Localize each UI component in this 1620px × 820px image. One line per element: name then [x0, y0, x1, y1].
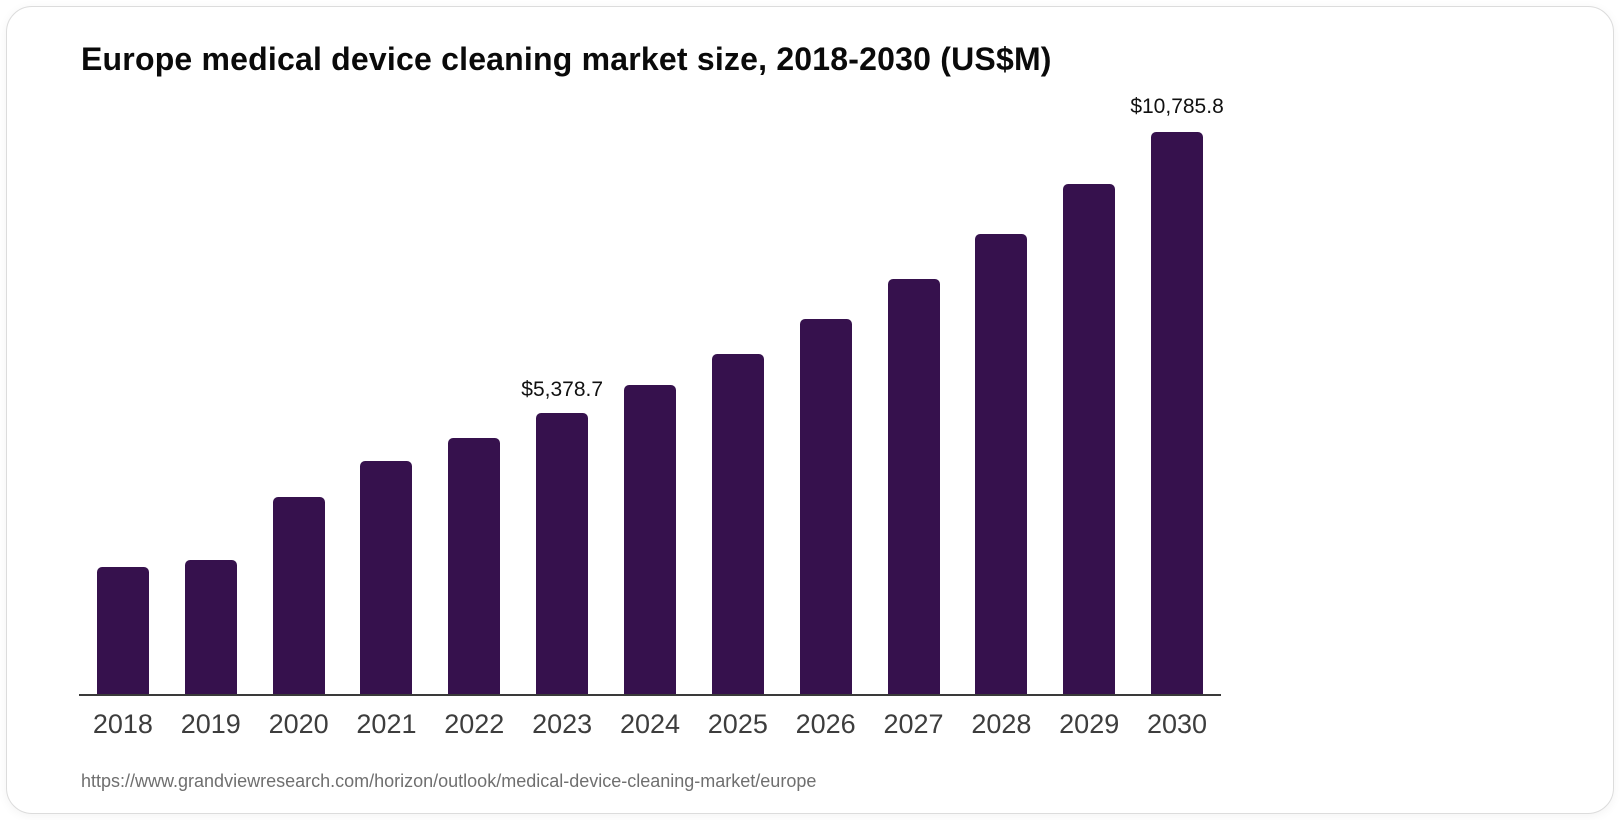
chart-plot: $5,378.7 $10,785.8 2018 2019 2020 2021 2022 20…: [79, 95, 1224, 740]
x-axis-label: 2024: [619, 709, 681, 739]
chart-title: Europe medical device cleaning market si…: [81, 41, 1052, 77]
x-axis-label: 2023: [532, 709, 593, 739]
bar-column: [782, 132, 870, 694]
bar-value-label: $10,785.8: [1130, 95, 1224, 118]
bar-column: [957, 132, 1045, 694]
x-axis-label: 2027: [883, 709, 944, 739]
x-axis-label: 2029: [1059, 709, 1120, 739]
bar-2021: [360, 460, 413, 694]
bar-column: [1045, 132, 1133, 694]
plot-area: $5,378.7 $10,785.8: [79, 95, 1224, 696]
bar-2028: [975, 234, 1028, 694]
chart-card: Europe medical device cleaning market si…: [6, 6, 1614, 814]
bar-2018: [96, 567, 149, 694]
bar-2027: [887, 279, 940, 694]
bar-2023: [536, 412, 589, 694]
bar-column: [167, 132, 255, 694]
x-axis-label: 2022: [444, 709, 505, 739]
bar-value-label: $5,378.7: [521, 377, 604, 401]
x-axis-label: 2026: [795, 709, 856, 739]
bar-column: [870, 132, 958, 694]
bar-column: $5,378.7: [518, 132, 606, 694]
bar-2029: [1063, 184, 1116, 694]
x-axis: 2018 2019 2020 2021 2022 2023 2024 2025 2026 2027…: [79, 696, 1221, 740]
bar-2019: [184, 560, 237, 694]
bar-column: [430, 132, 518, 694]
bar-2025: [711, 353, 764, 694]
x-axis-label: 2020: [268, 709, 329, 739]
bar-2024: [623, 384, 676, 694]
bar-2026: [799, 318, 852, 694]
x-axis-label: 2018: [92, 709, 153, 739]
bar-column: [255, 132, 343, 694]
x-axis-label: 2025: [707, 709, 768, 739]
bar-2020: [272, 496, 325, 694]
bar-column: [343, 132, 431, 694]
bar-2030: [1151, 132, 1204, 694]
bar-column: [606, 132, 694, 694]
bar-column: $10,785.8: [1130, 95, 1224, 694]
bar-column: [79, 132, 167, 694]
bar-2022: [448, 437, 501, 694]
source-url: https://www.grandviewresearch.com/horizo…: [81, 771, 817, 791]
x-axis-label: 2021: [356, 709, 417, 739]
x-axis-label: 2030: [1147, 709, 1208, 739]
x-axis-label: 2028: [971, 709, 1032, 739]
bar-column: [694, 132, 782, 694]
x-axis-label: 2019: [180, 709, 241, 739]
